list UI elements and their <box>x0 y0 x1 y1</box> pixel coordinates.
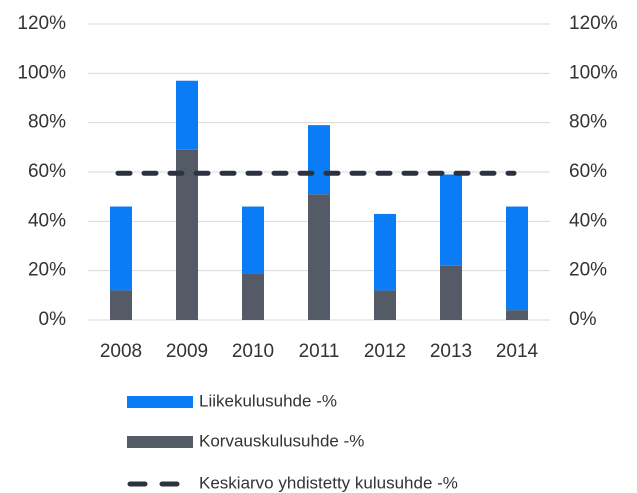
bar-segment <box>110 290 132 320</box>
bar-segment <box>308 125 330 195</box>
bar-segment <box>374 290 396 320</box>
bar-segment <box>242 273 264 320</box>
bar-segment <box>242 206 264 274</box>
y-tick-label: 20% <box>28 260 66 281</box>
y2-tick-label: 20% <box>569 260 607 281</box>
bar-segment <box>506 206 528 311</box>
bar-segment <box>440 174 462 266</box>
x-tick-label: 2009 <box>166 341 208 362</box>
x-tick-label: 2013 <box>430 341 472 362</box>
bar-segment <box>110 206 132 291</box>
y-tick-label: 40% <box>28 210 66 231</box>
bar-segment <box>374 213 396 291</box>
x-tick-label: 2014 <box>496 341 539 362</box>
bar-segment <box>176 80 198 150</box>
bar-segment <box>308 194 330 320</box>
legend-swatch <box>127 396 193 408</box>
y-tick-label: 0% <box>39 309 67 330</box>
x-tick-label: 2010 <box>232 341 274 362</box>
y-tick-label: 60% <box>28 161 66 182</box>
legend-swatch <box>127 436 193 448</box>
y-tick-label: 120% <box>17 13 66 34</box>
y2-tick-label: 60% <box>569 161 607 182</box>
y2-tick-label: 80% <box>569 112 607 133</box>
y2-tick-label: 0% <box>569 309 597 330</box>
y-tick-label: 100% <box>17 62 66 83</box>
x-tick-label: 2011 <box>299 341 340 362</box>
x-tick-label: 2012 <box>364 341 406 362</box>
y2-tick-label: 40% <box>569 210 607 231</box>
y-tick-label: 80% <box>28 112 66 133</box>
bar-segment <box>176 149 198 320</box>
legend-label: Korvauskulusuhde -% <box>199 431 364 450</box>
y2-tick-label: 120% <box>569 13 618 34</box>
legend-label: Liikekulusuhde -% <box>199 391 337 410</box>
y2-tick-label: 100% <box>569 62 618 83</box>
bar-segment <box>440 265 462 320</box>
legend-label: Keskiarvo yhdistetty kulusuhde -% <box>199 473 458 492</box>
x-tick-label: 2008 <box>100 341 142 362</box>
bar-segment <box>506 310 528 320</box>
